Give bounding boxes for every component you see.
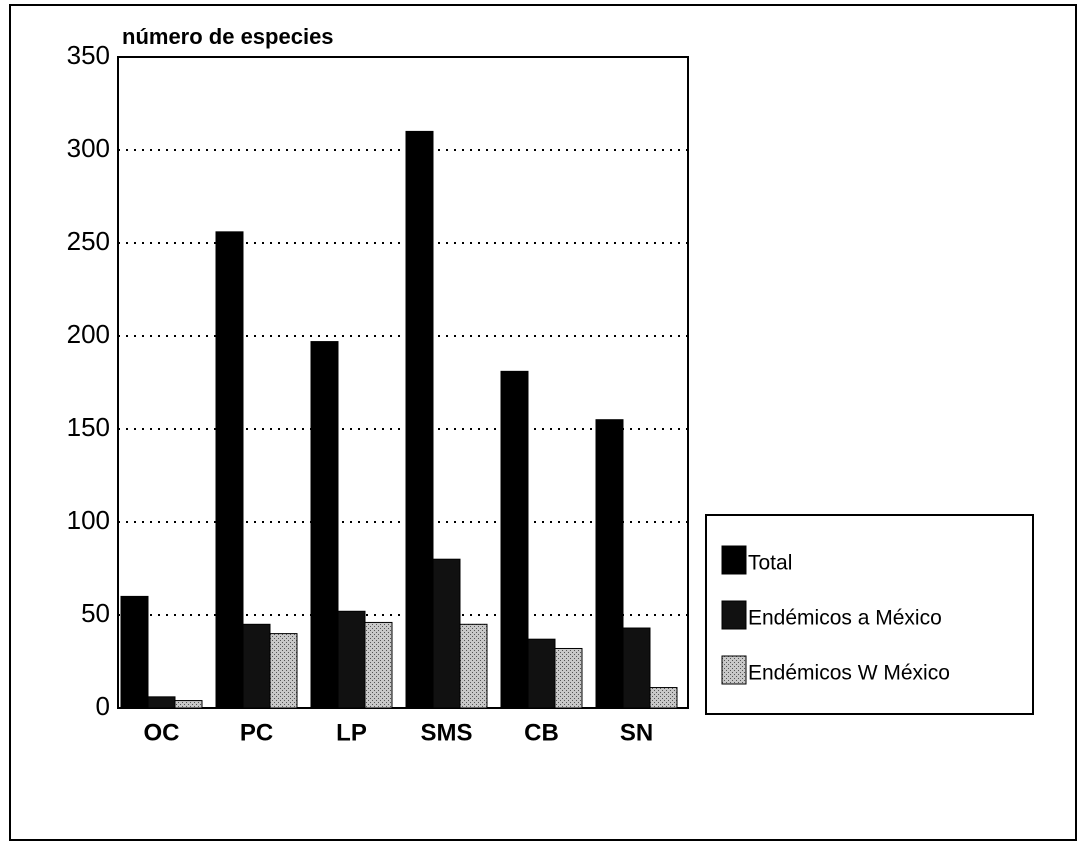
x-tick-label: LP bbox=[336, 719, 367, 746]
legend-label: Endémicos W México bbox=[748, 662, 950, 685]
y-tick-label: 250 bbox=[67, 226, 110, 256]
bar bbox=[147, 696, 176, 709]
bar bbox=[649, 687, 678, 709]
bar bbox=[595, 419, 624, 709]
x-tick-label: SN bbox=[620, 719, 653, 746]
legend-swatch bbox=[721, 600, 747, 630]
bar bbox=[242, 623, 271, 709]
bar bbox=[310, 341, 339, 709]
legend-swatch bbox=[721, 545, 747, 575]
plot-frame bbox=[117, 56, 689, 709]
bar bbox=[622, 627, 651, 709]
bar bbox=[215, 231, 244, 709]
y-tick-label: 300 bbox=[67, 133, 110, 163]
bar bbox=[432, 558, 461, 709]
x-tick-label: PC bbox=[240, 719, 273, 746]
legend-label: Endémicos a México bbox=[748, 607, 942, 630]
y-tick-label: 100 bbox=[67, 505, 110, 535]
x-tick-label: OC bbox=[144, 719, 180, 746]
bar bbox=[554, 647, 583, 709]
y-tick-label: 0 bbox=[96, 691, 110, 721]
bar bbox=[459, 623, 488, 709]
bar bbox=[269, 633, 298, 709]
outer-frame bbox=[9, 4, 1077, 841]
legend-box bbox=[705, 514, 1034, 715]
bar bbox=[500, 370, 529, 709]
bar bbox=[174, 700, 203, 709]
legend-label: Total bbox=[748, 552, 792, 575]
y-tick-label: 150 bbox=[67, 412, 110, 442]
bar bbox=[364, 621, 393, 709]
bar bbox=[120, 595, 149, 709]
y-axis-title: número de especies bbox=[122, 24, 334, 49]
bar bbox=[405, 130, 434, 709]
legend-swatch bbox=[721, 655, 747, 685]
x-tick-label: SMS bbox=[420, 719, 472, 746]
bar bbox=[337, 610, 366, 709]
bar bbox=[527, 638, 556, 709]
y-tick-label: 200 bbox=[67, 319, 110, 349]
x-tick-label: CB bbox=[524, 719, 559, 746]
y-tick-label: 350 bbox=[67, 40, 110, 70]
y-tick-label: 50 bbox=[81, 598, 110, 628]
